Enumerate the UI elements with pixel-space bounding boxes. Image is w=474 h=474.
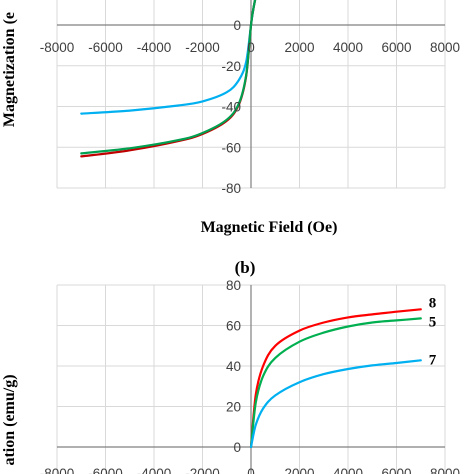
x-tick-label: -2000 (185, 40, 220, 55)
x-tick-label: 8000 (430, 466, 460, 474)
y-tick-label: 80 (226, 278, 241, 293)
series-label: 7 (429, 352, 437, 368)
chart-b: (b) 857 -8000 -6000 -4000 -2000 0 2000 4000 600… (1, 258, 460, 474)
x-tick-label: 4000 (333, 466, 363, 474)
y-tick-label: -40 (221, 100, 241, 115)
x-tick-label: -6000 (88, 466, 123, 474)
x-tick-label: -8000 (40, 40, 75, 55)
series-line (80, 0, 257, 155)
x-tick-label: 6000 (381, 40, 411, 55)
chart-title-b: (b) (235, 258, 256, 277)
tick-labels-b: -8000 -6000 -4000 -2000 0 2000 4000 6000 8000806… (40, 278, 460, 474)
series-line (80, 0, 257, 158)
series-label: 5 (429, 314, 437, 330)
y-tick-label: -60 (221, 140, 241, 155)
x-tick-label: -2000 (185, 466, 220, 474)
x-tick-label: -6000 (88, 40, 123, 55)
tick-labels-a: -8000 -6000 -4000 -2000 0 2000 4000 6000 8000 0 -2… (40, 18, 460, 196)
x-tick-label: 2000 (284, 40, 314, 55)
x-tick-label: 0 (247, 466, 255, 474)
y-tick-label: 40 (226, 359, 241, 374)
x-tick-label: -8000 (40, 466, 75, 474)
series-line (249, 359, 422, 449)
series-a (80, 0, 257, 158)
series-line (80, 0, 257, 115)
x-tick-label: 0 (247, 40, 255, 55)
y-tick-label: 0 (233, 18, 241, 33)
x-tick-label: 8000 (430, 40, 460, 55)
series-line (249, 317, 422, 449)
x-tick-label: -4000 (137, 466, 172, 474)
series-b: 8 5 7 (249, 295, 437, 449)
x-tick-label: 2000 (284, 466, 314, 474)
y-tick-label: 0 (233, 440, 241, 455)
series-line (249, 308, 422, 449)
y-tick-label: -20 (221, 59, 241, 74)
x-tick-label: 6000 (381, 466, 411, 474)
y-tick-label: 20 (226, 400, 241, 415)
y-axis-title-a: Magnetization (e (1, 12, 18, 127)
y-tick-label: 60 (226, 319, 241, 334)
chart-a: -8000 -6000 -4000 -2000 0 2000 4000 6000 8000 0 -2… (1, 0, 460, 236)
x-tick-label: -4000 (137, 40, 172, 55)
x-tick-label: 4000 (333, 40, 363, 55)
y-tick-label: -80 (221, 181, 241, 196)
x-axis-title-a: Magnetic Field (Oe) (201, 219, 338, 236)
series-label: 8 (429, 295, 437, 311)
y-axis-title-b: ation (emu/g) (1, 374, 18, 465)
